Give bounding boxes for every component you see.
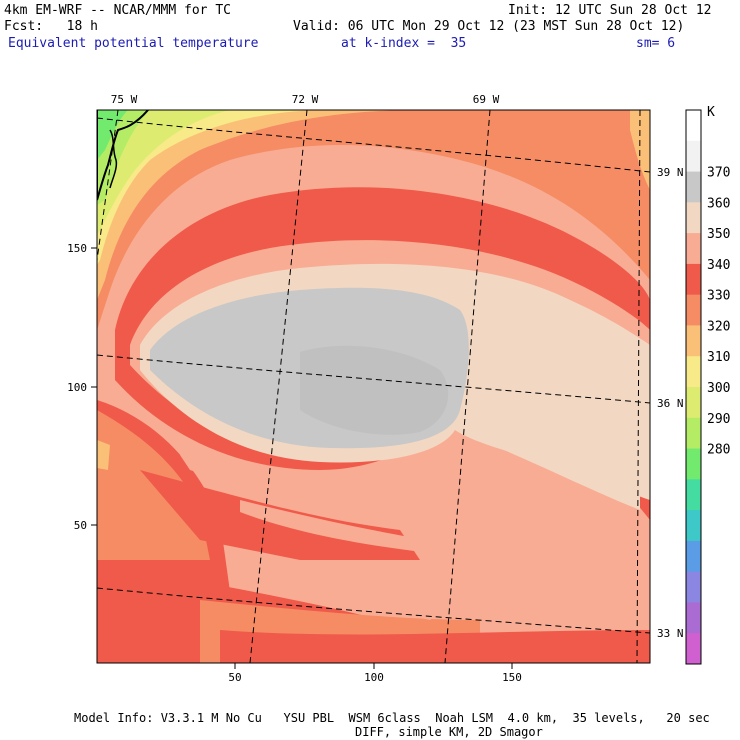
y-tick-100: 100 [67,381,87,394]
colorbar-segment [686,571,701,603]
field-band-325-north [97,110,420,300]
colorbar-label: 300 [707,381,730,396]
model-info-line-2: DIFF, simple KM, 2D Smagor [355,725,543,739]
parallel-36n [97,354,650,404]
colorbar-segment [686,540,701,573]
valid-time: Valid: 06 UTC Mon 29 Oct 12 (23 MST Sun … [293,19,685,34]
x-tick-100: 100 [364,671,384,684]
colorbar-segment [686,294,701,326]
level-label: at k-index = 35 [341,36,467,51]
colorbar-unit: K [707,105,715,120]
colorbar-label: 280 [707,443,730,458]
colorbar-segment [686,417,701,450]
colorbar-segment [686,633,701,665]
meridian-75w [97,110,119,261]
field-band-315-north [97,110,230,235]
meridian-69w [444,110,491,663]
colorbar-segment [686,510,701,542]
field-streak-1 [180,455,460,502]
lon-label-75w: 75 W [111,93,138,106]
y-tick-150: 150 [67,242,87,255]
field-streak-3 [480,420,640,510]
lat-label-33n: 33 N [657,627,684,640]
lon-label-72w: 72 W [292,93,319,106]
colorbar [685,109,702,665]
forecast-hour: Fcst: 18 h [4,19,98,34]
model-info-line: Model Info: V3.3.1 M No Cu YSU PBL WSM 6… [74,711,710,725]
meridian-66w [636,110,641,663]
colorbar-label: 370 [707,166,730,181]
field-band-345-lower [330,560,460,620]
colorbar-segment [686,325,701,357]
theta-e-field [97,110,650,663]
colorbar-segment [686,602,701,634]
field-patch-west [97,440,110,470]
parallel-33n [97,587,650,634]
colorbar-frame [685,109,702,665]
colorbar-segment [686,479,701,511]
colorbar-segment [686,356,701,388]
field-band-340-bottom [220,630,650,663]
colorbar-segment [686,110,701,142]
x-tick-150: 150 [502,671,522,684]
colorbar-segment [686,448,701,480]
colorbar-label: 330 [707,289,730,304]
axis-ticks [91,247,513,669]
smoothing-label: sm= 6 [636,36,676,51]
meridian-72w [249,110,308,663]
x-tick-50: 50 [228,671,241,684]
latlon-grid [97,110,650,663]
parallel-39n [97,117,650,173]
colorbar-label: 360 [707,196,730,211]
colorbar-segment [686,140,701,173]
colorbar-segment [686,233,701,265]
colorbar-segment [686,387,701,419]
colorbar-labels: 370 360 350 340 330 320 310 300 290 280 [707,166,730,458]
colorbar-label: 320 [707,319,730,334]
field-band-325-northeast [630,110,650,190]
colorbar-label: 350 [707,227,730,242]
colorbar-segment [686,263,701,296]
colorbar-segment [686,171,701,203]
coastline [97,110,149,201]
lon-label-69w: 69 W [473,93,500,106]
colorbar-segment [686,202,701,234]
colorbar-label: 310 [707,350,730,365]
field-band-360-core [300,345,449,435]
model-title: 4km EM-WRF -- NCAR/MMM for TC [4,3,231,18]
lat-label-36n: 36 N [657,397,684,410]
colorbar-label: 290 [707,412,730,427]
lat-label-39n: 39 N [657,166,684,179]
field-band-335-north [97,110,650,330]
field-band-305-north [97,110,128,160]
init-time: Init: 12 UTC Sun 28 Oct 12 [508,3,712,18]
field-name: Equivalent potential temperature [8,36,259,51]
colorbar-label: 340 [707,258,730,273]
y-tick-50: 50 [74,519,87,532]
field-streak-2 [240,500,460,555]
